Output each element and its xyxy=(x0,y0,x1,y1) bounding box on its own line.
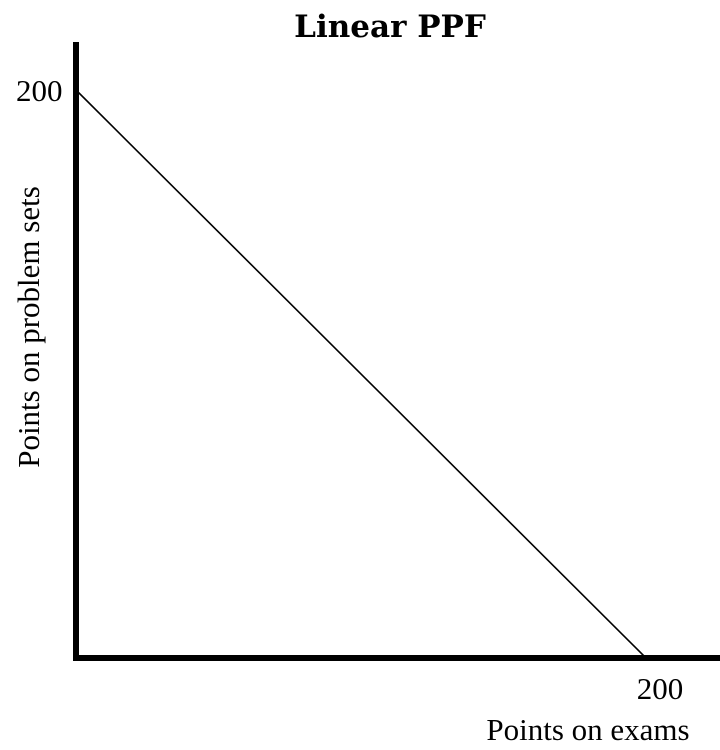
x-axis-label: Points on exams xyxy=(486,712,689,747)
ppf-line xyxy=(75,89,647,659)
tick-layer: 200 200 xyxy=(16,73,683,706)
y-axis-label: Points on problem sets xyxy=(11,186,46,468)
series-layer xyxy=(75,89,647,659)
x-tick-label: 200 xyxy=(637,671,684,706)
y-tick-label: 200 xyxy=(16,73,63,108)
chart-title: Linear PPF xyxy=(294,9,486,45)
